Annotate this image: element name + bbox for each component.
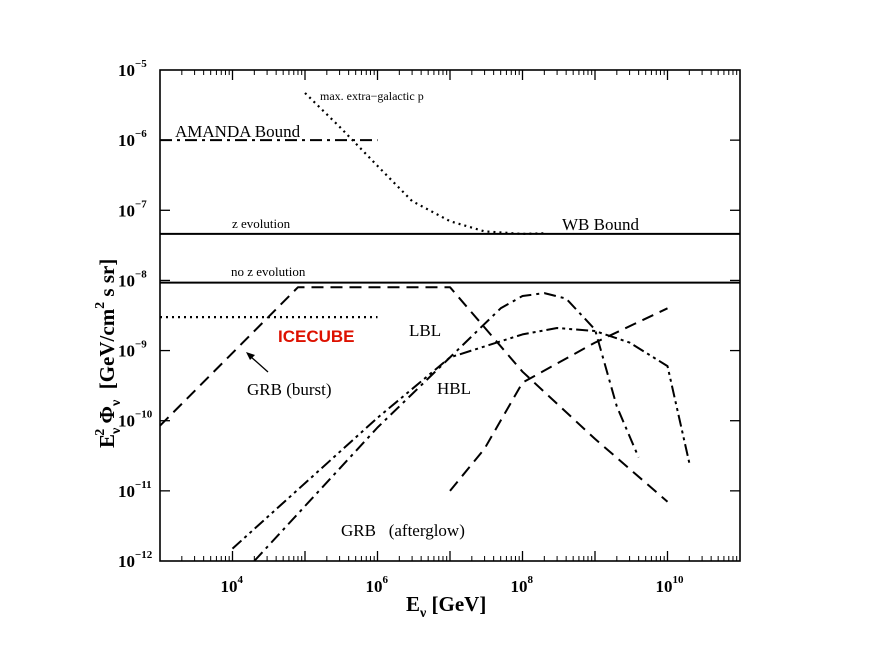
grb-burst-label: GRB (burst) [247,380,332,399]
x-tick-label: 106 [366,574,389,596]
series-grb-burst [159,286,669,503]
y-tick-label: 10−10 [118,409,153,431]
y-tick-label: 10−12 [118,549,153,571]
tick-labels: 104 106 108 1010 10−12 10−11 10−10 10−9 10−8 10−7… [118,58,684,596]
x-tick-label: 108 [511,574,534,596]
hbl-label: HBL [437,379,471,398]
data-series [159,92,740,562]
z-evolution-label: z evolution [232,216,291,231]
y-tick-label: 10−11 [118,479,152,501]
max-extragalactic-p-label: max. extra−galactic p [320,89,424,103]
x-tick-label: 1010 [656,574,685,596]
series-lbl [253,292,640,562]
y-tick-label: 10−8 [118,268,147,290]
grb-burst-arrow [249,355,269,373]
y-tick-label: 10−9 [118,339,147,361]
lbl-label: LBL [409,321,441,340]
axis-ticks [160,70,740,561]
y-tick-label: 10−7 [118,198,147,220]
icecube-label: ICECUBE [278,327,355,346]
y-tick-label: 10−6 [118,128,147,150]
x-tick-label: 104 [221,574,244,596]
plot-frame [159,69,741,562]
y-axis-label: Eν2 Φν [GeV/cm2 s sr] [93,259,124,448]
y-tick-label: 10−5 [118,58,147,80]
grb-afterglow-label: GRB (afterglow) [341,521,465,540]
no-z-evolution-label: no z evolution [231,264,306,279]
grb-burst-arrowhead [246,352,255,360]
series-hbl [231,327,691,550]
amanda-bound-label: AMANDA Bound [175,122,301,141]
wb-bound-label: WB Bound [562,215,639,234]
x-axis-label: Eν [GeV] [406,592,486,621]
